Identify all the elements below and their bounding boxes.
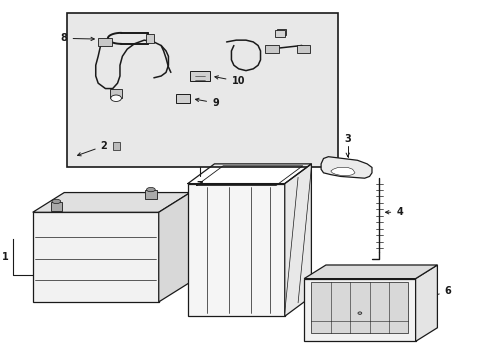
Ellipse shape — [357, 312, 361, 314]
Text: 5: 5 — [220, 248, 308, 258]
Polygon shape — [33, 212, 159, 302]
Text: 7: 7 — [196, 181, 203, 191]
Polygon shape — [159, 193, 190, 302]
Bar — [175, 94, 190, 103]
Bar — [145, 34, 154, 43]
Text: 1: 1 — [2, 252, 8, 262]
Bar — [66, 13, 337, 167]
Text: 2: 2 — [78, 141, 107, 156]
Polygon shape — [284, 164, 311, 316]
Bar — [277, 30, 285, 35]
Polygon shape — [33, 193, 190, 212]
Bar — [274, 31, 284, 37]
Ellipse shape — [52, 199, 61, 203]
Polygon shape — [415, 265, 437, 341]
Polygon shape — [330, 167, 354, 176]
Polygon shape — [311, 282, 407, 333]
Bar — [190, 71, 209, 81]
Text: 4: 4 — [385, 207, 402, 217]
Polygon shape — [187, 184, 284, 316]
Text: 3: 3 — [344, 134, 350, 144]
Polygon shape — [304, 279, 415, 341]
Bar — [265, 45, 278, 53]
Bar — [50, 202, 62, 211]
Text: 6: 6 — [428, 286, 450, 298]
Text: 8: 8 — [61, 33, 94, 43]
Bar — [98, 38, 111, 45]
Ellipse shape — [111, 95, 121, 102]
Polygon shape — [321, 157, 371, 178]
Bar — [296, 45, 310, 53]
Ellipse shape — [146, 188, 155, 192]
Bar — [110, 89, 122, 98]
Bar — [145, 190, 156, 199]
Bar — [112, 142, 120, 149]
Text: 9: 9 — [195, 98, 218, 108]
Text: 10: 10 — [214, 76, 244, 86]
Polygon shape — [304, 265, 437, 279]
